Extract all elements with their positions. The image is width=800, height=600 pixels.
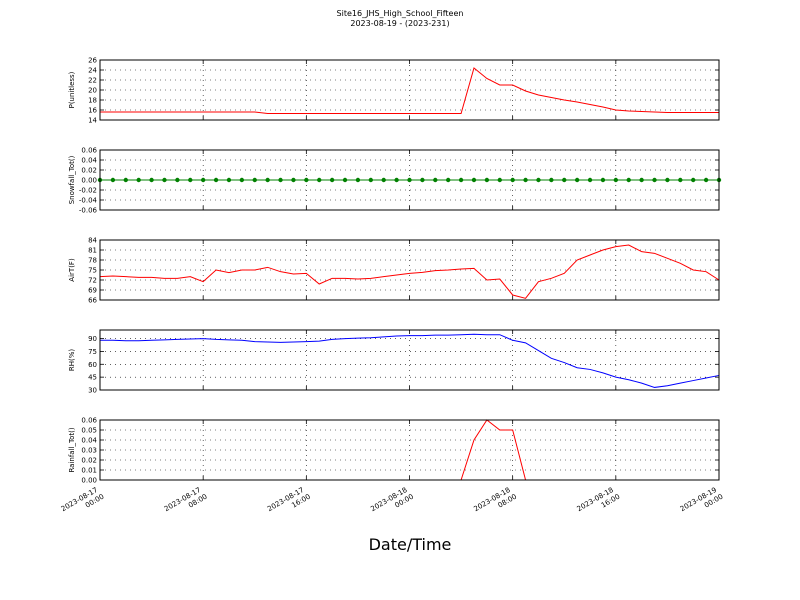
y-tick-label: 84 [88, 237, 97, 245]
y-tick-label: 60 [88, 361, 97, 369]
data-point [665, 177, 670, 183]
data-point [265, 177, 270, 183]
data-point [110, 177, 116, 183]
data-point [278, 177, 283, 183]
data-point [691, 177, 696, 183]
y-tick-label: 22 [88, 77, 97, 85]
y-tick-label: 0.06 [81, 147, 97, 155]
data-point [613, 177, 619, 183]
y-tick-label: -0.04 [79, 197, 98, 205]
data-point [600, 177, 606, 183]
y-axis-label: P(unitless) [68, 71, 76, 108]
data-point [136, 177, 141, 183]
y-axis-label: Rainfall_Tot() [68, 427, 76, 472]
data-point [420, 177, 425, 183]
data-point [304, 177, 309, 183]
y-tick-label: 30 [88, 387, 97, 395]
y-tick-label: 72 [88, 277, 97, 285]
data-point [703, 177, 709, 183]
axes-frame [99, 149, 720, 211]
y-axis-label: RH(%) [68, 349, 76, 372]
data-point [291, 177, 296, 183]
data-point [329, 177, 335, 183]
data-point [162, 177, 167, 183]
y-tick-label: 0.05 [81, 427, 97, 435]
y-tick-label: 0.00 [81, 177, 97, 185]
data-line [99, 244, 720, 299]
data-point [200, 177, 206, 183]
y-tick-label: 90 [88, 335, 97, 343]
data-point [368, 177, 374, 183]
axes-frame [99, 419, 720, 481]
data-point [381, 177, 386, 183]
y-tick-label: 0.01 [81, 467, 97, 475]
data-point [188, 177, 193, 183]
data-point [445, 177, 451, 183]
data-point [536, 177, 541, 183]
y-tick-label: -0.06 [79, 207, 98, 215]
data-point [123, 177, 128, 183]
data-point [639, 177, 644, 183]
data-point [574, 177, 580, 183]
y-tick-label: 0.00 [81, 477, 97, 485]
data-point [317, 177, 322, 183]
data-point [149, 177, 154, 183]
data-point [626, 177, 631, 183]
data-point [342, 177, 348, 183]
axes-frame [99, 239, 720, 301]
data-line [100, 333, 720, 388]
data-point [458, 177, 464, 183]
y-tick-label: 69 [88, 287, 97, 295]
data-line [100, 67, 719, 114]
y-tick-label: 0.06 [81, 417, 97, 425]
data-point [471, 177, 477, 183]
y-tick-label: 20 [88, 87, 97, 95]
y-tick-label: 0.03 [81, 447, 97, 455]
data-point [652, 177, 657, 183]
data-point [407, 177, 412, 183]
y-tick-label: 81 [88, 247, 97, 255]
axes-frame [99, 329, 720, 391]
x-axis-label: Date/Time [369, 535, 452, 554]
figure-title: Site16_JHS_High_School_Fifteen [337, 9, 464, 18]
axes-frame [99, 59, 720, 121]
y-tick-label: -0.02 [79, 187, 97, 195]
data-point [239, 177, 245, 183]
data-point [523, 177, 528, 183]
y-tick-label: 0.02 [81, 167, 97, 175]
data-point [175, 177, 180, 183]
data-point [394, 177, 399, 183]
y-tick-label: 0.04 [81, 437, 97, 445]
data-point [678, 177, 683, 183]
data-point [484, 177, 490, 183]
data-point [226, 177, 232, 183]
y-tick-label: 66 [88, 297, 97, 305]
data-point [549, 177, 554, 183]
data-point [252, 177, 257, 183]
figure-subtitle: 2023-08-19 - (2023-231) [350, 19, 449, 28]
y-tick-label: 75 [88, 348, 97, 356]
y-tick-label: 0.04 [81, 157, 97, 165]
y-tick-label: 18 [88, 97, 97, 105]
y-tick-label: 26 [88, 57, 97, 65]
y-tick-label: 75 [88, 267, 97, 275]
y-tick-label: 24 [88, 67, 97, 75]
y-tick-label: 14 [88, 117, 97, 125]
y-axis-label: AirT(F) [68, 258, 76, 282]
y-axis-label: Snowfall_Tot() [68, 155, 76, 204]
y-tick-label: 0.02 [81, 457, 97, 465]
data-point [587, 177, 593, 183]
data-point [433, 177, 438, 183]
y-tick-label: 45 [88, 374, 97, 382]
data-point [355, 177, 361, 183]
y-tick-label: 16 [88, 107, 97, 115]
data-point [497, 177, 502, 183]
data-point [510, 177, 515, 183]
y-tick-label: 78 [88, 257, 97, 265]
data-point [562, 177, 567, 183]
data-point [213, 177, 219, 183]
